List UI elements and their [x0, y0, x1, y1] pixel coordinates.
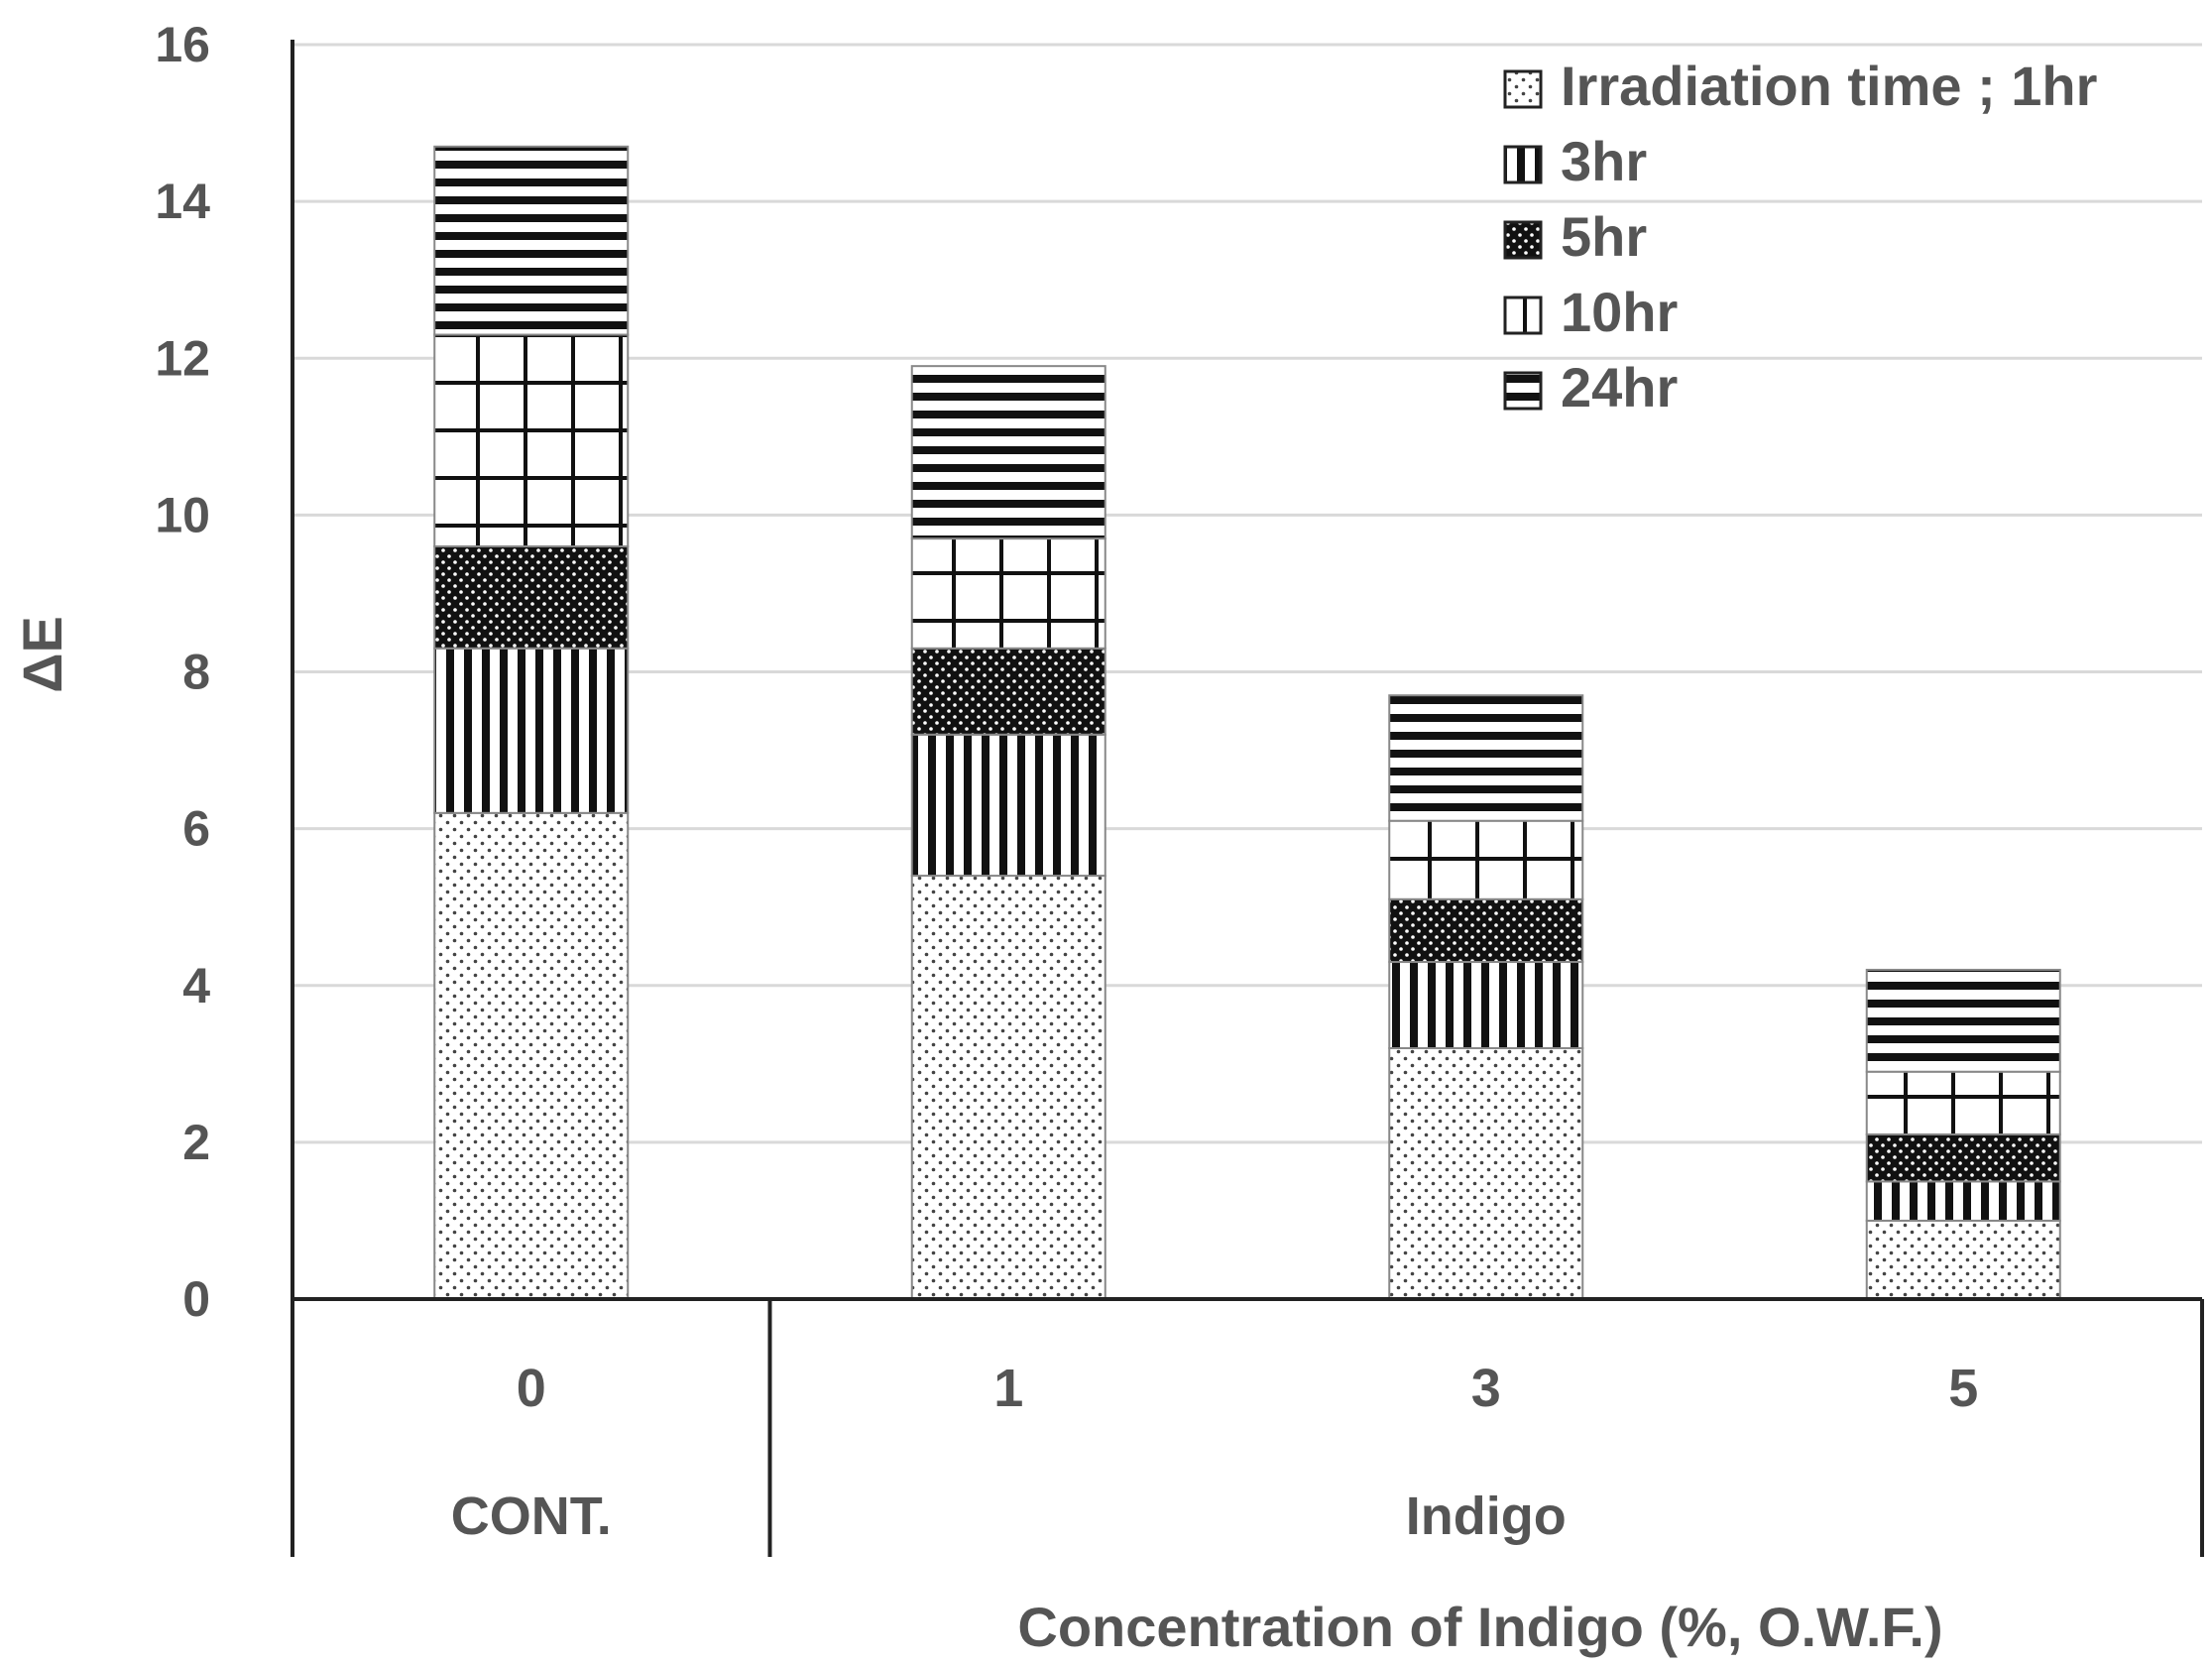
legend-swatch-4 [1503, 371, 1543, 411]
legend-label-0: Irradiation time ; 1hr [1561, 55, 2097, 117]
bar-segment-3-4 [1388, 694, 1584, 822]
x-tick-label-5: 5 [1948, 1359, 1978, 1418]
bar-segment-5-0 [1865, 1219, 2061, 1300]
bar-segment-5-2 [1865, 1132, 2061, 1183]
x-group-label-0: CONT. [451, 1487, 612, 1546]
y-tick-label-16: 16 [155, 17, 210, 72]
x-tick-label-1: 1 [993, 1359, 1023, 1418]
y-tick-label-10: 10 [155, 487, 210, 542]
bar-segment-3-2 [1388, 897, 1584, 964]
x-tick-label-3: 3 [1471, 1359, 1501, 1418]
bar-segment-5-3 [1865, 1070, 2061, 1135]
bar-segment-0-3 [433, 333, 630, 547]
bar-segment-5-1 [1865, 1180, 2061, 1222]
bars [433, 145, 2061, 1300]
y-tick-label-4: 4 [182, 958, 210, 1013]
y-axis: 0 2 4 6 8 10 12 14 16 [155, 17, 294, 1327]
y-tick-label-12: 12 [155, 330, 210, 386]
bar-segment-0-4 [433, 145, 630, 336]
legend-label-1: 3hr [1561, 130, 1647, 192]
bar-segment-0-0 [433, 811, 630, 1300]
legend-swatch-3 [1503, 296, 1543, 335]
y-tick-label-8: 8 [182, 645, 210, 700]
x-axis: 0 1 3 5 CONT. Indigo [291, 1297, 2204, 1557]
legend-label-2: 5hr [1561, 205, 1647, 268]
y-tick-label-0: 0 [182, 1271, 210, 1327]
bar-segment-0-1 [433, 647, 630, 814]
legend-label-3: 10hr [1561, 281, 1678, 343]
bar-segment-5-4 [1865, 968, 2061, 1073]
y-tick-label-6: 6 [182, 801, 210, 857]
bar-segment-1-1 [910, 733, 1106, 878]
bar-segment-3-0 [1388, 1047, 1584, 1300]
bar-segment-1-0 [910, 875, 1106, 1300]
bar-segment-1-4 [910, 365, 1106, 540]
legend-swatch-0 [1503, 69, 1543, 109]
x-tick-label-0: 0 [517, 1359, 546, 1418]
legend-swatch-1 [1503, 145, 1543, 184]
bar-segment-1-2 [910, 647, 1106, 736]
bar-segment-3-1 [1388, 961, 1584, 1049]
y-tick-label-14: 14 [155, 174, 210, 229]
legend: Irradiation time ; 1hr 3hr 5hr 10hr 24hr [1503, 55, 2097, 418]
bar-segment-1-3 [910, 537, 1106, 650]
y-axis-title: ΔE [11, 616, 73, 693]
bar-segment-0-2 [433, 545, 630, 650]
bar-segment-3-3 [1388, 819, 1584, 900]
y-tick-label-2: 2 [182, 1115, 210, 1170]
legend-label-4: 24hr [1561, 356, 1678, 418]
x-group-label-1: Indigo [1406, 1487, 1567, 1546]
legend-swatch-2 [1503, 220, 1543, 260]
x-axis-title: Concentration of Indigo (%, O.W.F.) [1017, 1596, 1942, 1658]
